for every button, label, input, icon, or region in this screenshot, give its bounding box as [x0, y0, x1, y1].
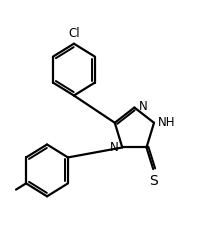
Text: Cl: Cl [68, 27, 80, 40]
Text: N: N [110, 141, 119, 155]
Text: N: N [139, 100, 148, 113]
Text: S: S [149, 174, 158, 188]
Text: NH: NH [157, 116, 175, 129]
